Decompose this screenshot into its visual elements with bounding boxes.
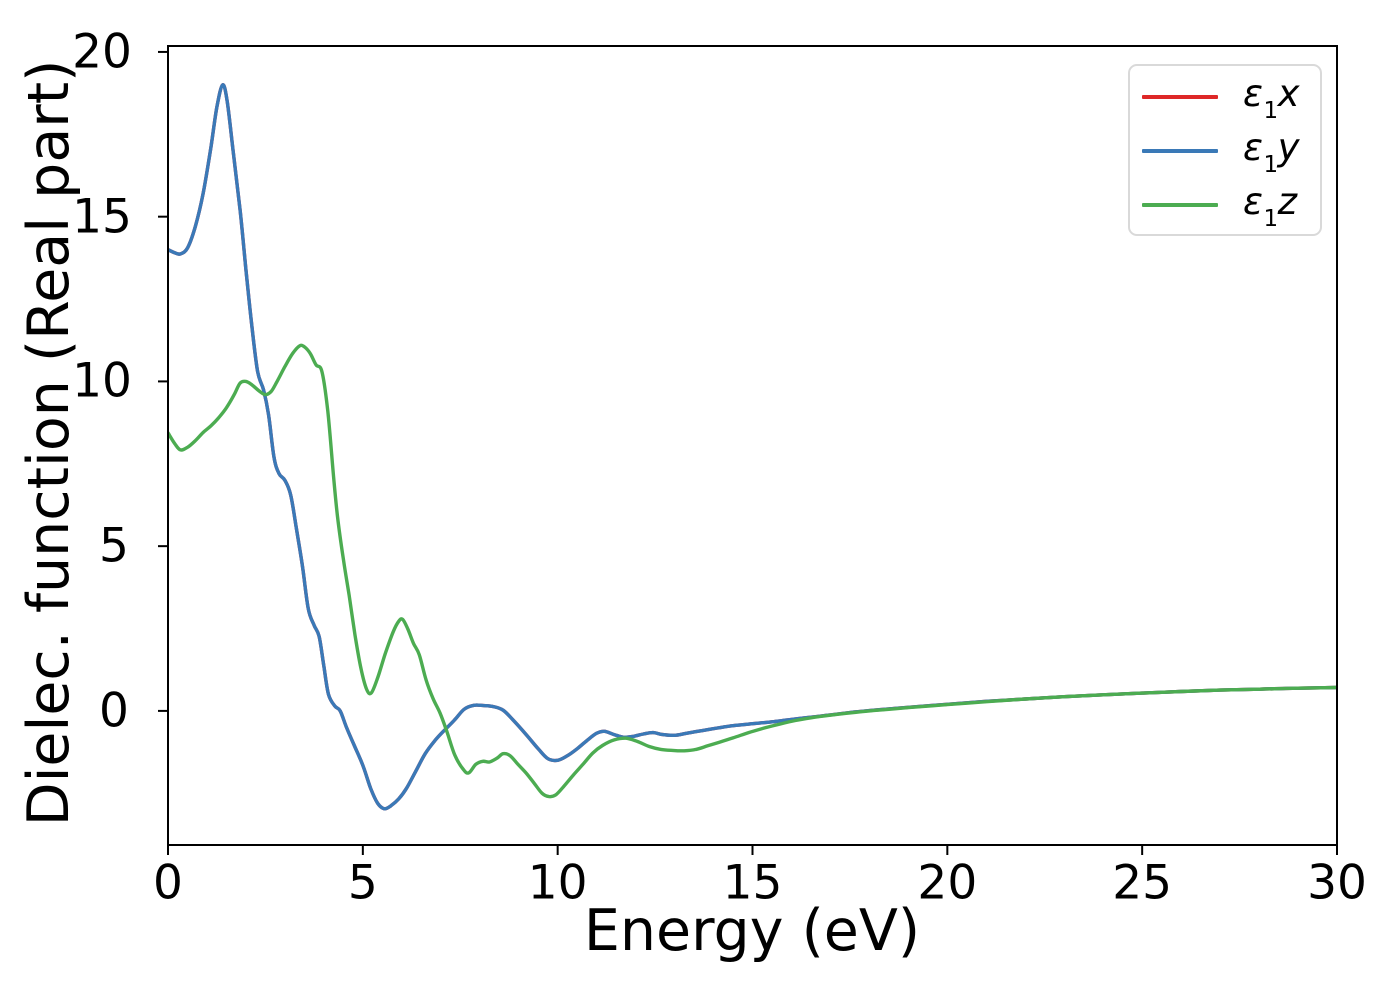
epsilon-symbol: ε <box>1243 125 1263 169</box>
legend-label-eps1z: ε1z <box>1243 179 1298 231</box>
x-tick-label-0: 0 <box>153 855 183 911</box>
component-z: z <box>1277 179 1298 223</box>
y-axis-label: Dielec. function (Real part) <box>16 59 82 827</box>
y-tick-label-0: 0 <box>99 683 129 739</box>
epsilon-symbol: ε <box>1243 179 1263 223</box>
curve-eps1z <box>168 343 1337 799</box>
legend-item-eps1x: ε1x <box>1130 70 1320 124</box>
legend-line-eps1z-icon <box>1142 203 1218 207</box>
tick-marks <box>158 50 1338 855</box>
x-tick-label-30: 30 <box>1307 855 1367 911</box>
plot-frame <box>167 45 1338 846</box>
legend-label-eps1y: ε1y <box>1243 125 1300 177</box>
x-tick-label-15: 15 <box>722 855 783 911</box>
legend-line-eps1x-icon <box>1142 95 1218 99</box>
x-tick-label-20: 20 <box>917 855 978 911</box>
x-tick-label-5: 5 <box>347 855 378 911</box>
legend-label-eps1x: ε1x <box>1243 71 1300 123</box>
subscript-one: 1 <box>1263 206 1279 233</box>
legend: ε1x ε1y ε1z <box>1128 64 1322 236</box>
x-axis-label: Energy (eV) <box>583 898 921 964</box>
y-tick-label-5: 5 <box>99 518 129 574</box>
component-y: y <box>1277 125 1300 169</box>
subscript-one: 1 <box>1263 152 1279 179</box>
y-tick-label-20: 20 <box>72 24 132 80</box>
subscript-one: 1 <box>1263 98 1279 125</box>
y-tick-label-10: 10 <box>72 353 132 409</box>
legend-line-eps1y-icon <box>1142 149 1218 153</box>
legend-item-eps1z: ε1z <box>1130 178 1320 232</box>
x-tick-label-10: 10 <box>527 855 588 911</box>
epsilon-symbol: ε <box>1243 71 1263 115</box>
legend-item-eps1y: ε1y <box>1130 124 1320 178</box>
x-tick-label-25: 25 <box>1112 855 1173 911</box>
y-tick-label-15: 15 <box>72 189 132 245</box>
component-x: x <box>1277 71 1300 115</box>
